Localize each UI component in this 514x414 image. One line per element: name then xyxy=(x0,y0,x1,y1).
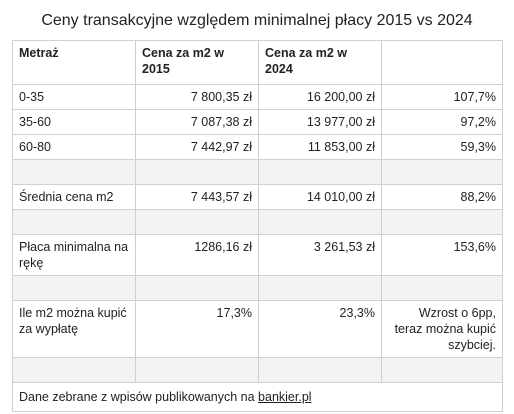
footer-row: Dane zebrane z wpisów publikowanych na b… xyxy=(12,382,503,412)
data-row: 35-60 7 087,38 zł 13 977,00 zł 97,2% xyxy=(12,109,503,135)
spacer-cell xyxy=(381,159,503,185)
cell: 7 087,38 zł xyxy=(135,109,259,135)
spacer-cell xyxy=(135,209,259,235)
spacer-cell xyxy=(258,275,382,301)
footer-text: Dane zebrane z wpisów publikowanych na xyxy=(19,390,255,404)
header-cell xyxy=(381,40,503,85)
spacer-cell xyxy=(258,159,382,185)
cell: 11 853,00 zł xyxy=(258,134,382,160)
cell: 13 977,00 zł xyxy=(258,109,382,135)
cell: 88,2% xyxy=(381,184,503,210)
cell: 59,3% xyxy=(381,134,503,160)
cell: 153,6% xyxy=(381,234,503,276)
spacer-cell xyxy=(12,209,136,235)
footer-link[interactable]: bankier.pl xyxy=(258,390,312,404)
header-row: Metraż Cena za m2 w 2015 Cena za m2 w 20… xyxy=(12,40,503,85)
row-label: Średnia cena m2 xyxy=(12,184,136,210)
spacer-row xyxy=(12,357,503,383)
price-table: Metraż Cena za m2 w 2015 Cena za m2 w 20… xyxy=(12,40,503,412)
spacer-cell xyxy=(381,357,503,383)
spacer-cell xyxy=(12,275,136,301)
data-row: 0-35 7 800,35 zł 16 200,00 zł 107,7% xyxy=(12,84,503,110)
spacer-cell xyxy=(381,209,503,235)
cell: 7 442,97 zł xyxy=(135,134,259,160)
row-label: Płaca minimalna na rękę xyxy=(12,234,136,276)
data-row: Płaca minimalna na rękę 1286,16 zł 3 261,5… xyxy=(12,234,503,276)
data-row: 60-80 7 442,97 zł 11 853,00 zł 59,3% xyxy=(12,134,503,160)
row-label: 0-35 xyxy=(12,84,136,110)
spacer-row xyxy=(12,275,503,301)
cell: 17,3% xyxy=(135,300,259,358)
data-row: Ile m2 można kupić za wypłatę 17,3% 23,3% W… xyxy=(12,300,503,358)
spacer-cell xyxy=(258,209,382,235)
title: Ceny transakcyjne względem minimalnej pł… xyxy=(41,12,473,29)
cell: 16 200,00 zł xyxy=(258,84,382,110)
cell: 14 010,00 zł xyxy=(258,184,382,210)
spacer-cell xyxy=(135,357,259,383)
cell: 97,2% xyxy=(381,109,503,135)
cell: Wzrost o 6pp, teraz można kupić szybciej… xyxy=(381,300,503,358)
cell: 1286,16 zł xyxy=(135,234,259,276)
header-cell: Metraż xyxy=(12,40,136,85)
header-cell: Cena za m2 w 2024 xyxy=(258,40,382,85)
spacer-cell xyxy=(381,275,503,301)
spacer-row xyxy=(12,159,503,185)
spacer-cell xyxy=(258,357,382,383)
footer-cell: Dane zebrane z wpisów publikowanych na b… xyxy=(12,382,503,412)
cell: 3 261,53 zł xyxy=(258,234,382,276)
spacer-cell xyxy=(12,159,136,185)
cell: 23,3% xyxy=(258,300,382,358)
table-body: 0-35 7 800,35 zł 16 200,00 zł 107,7% 35-60 7 … xyxy=(12,84,503,383)
row-label: 35-60 xyxy=(12,109,136,135)
cell: 7 443,57 zł xyxy=(135,184,259,210)
row-label: 60-80 xyxy=(12,134,136,160)
data-row: Średnia cena m2 7 443,57 zł 14 010,00 zł 88… xyxy=(12,184,503,210)
header-cell: Cena za m2 w 2015 xyxy=(135,40,259,85)
row-label: Ile m2 można kupić za wypłatę xyxy=(12,300,136,358)
cell: 107,7% xyxy=(381,84,503,110)
spacer-row xyxy=(12,209,503,235)
spacer-cell xyxy=(12,357,136,383)
spacer-cell xyxy=(135,275,259,301)
spacer-cell xyxy=(135,159,259,185)
cell: 7 800,35 zł xyxy=(135,84,259,110)
